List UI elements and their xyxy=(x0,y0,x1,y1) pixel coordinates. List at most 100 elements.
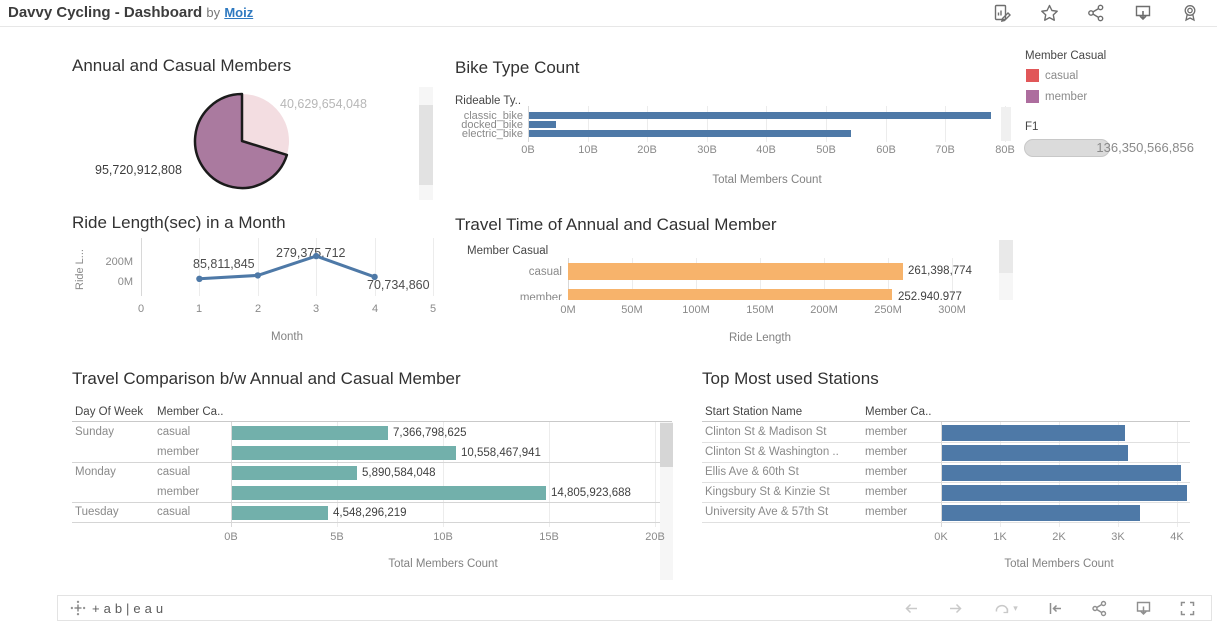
pie-slice-member[interactable] xyxy=(193,92,289,190)
download-icon[interactable] xyxy=(1132,2,1154,24)
redo-icon[interactable] xyxy=(945,598,965,618)
x-tick: 80B xyxy=(995,144,1015,156)
bar-station-2[interactable] xyxy=(942,445,1128,461)
bar-docked-bike[interactable] xyxy=(529,121,556,128)
station-label: University Ave & 57th St xyxy=(705,506,829,518)
travel-time-row-label: casual xyxy=(528,266,562,278)
legend-label-member[interactable]: member xyxy=(1045,91,1088,103)
member-type-label: casual xyxy=(157,506,191,518)
bar-monday-member[interactable] xyxy=(232,486,546,500)
author-link[interactable]: Moiz xyxy=(224,5,254,20)
line-point-month-3[interactable] xyxy=(313,252,320,260)
gridline xyxy=(707,106,708,142)
metrics-edit-icon[interactable] xyxy=(991,2,1013,24)
x-tick: 4K xyxy=(1170,531,1184,543)
comparison-axis-line xyxy=(231,422,232,527)
x-tick: 4 xyxy=(371,303,379,315)
bar-station-4[interactable] xyxy=(942,485,1187,501)
badge-icon[interactable] xyxy=(1179,2,1201,24)
share-icon[interactable] xyxy=(1089,598,1109,618)
x-tick: 20B xyxy=(637,144,657,156)
legend-label-casual[interactable]: casual xyxy=(1045,70,1079,82)
day-label: Tuesday xyxy=(75,506,119,518)
replay-icon[interactable]: ▾ xyxy=(989,598,1021,618)
comparison-col-header: Day Of Week xyxy=(75,406,144,418)
pie-panel-scrollbar[interactable] xyxy=(419,87,433,200)
bar-value: 10,558,467,941 xyxy=(461,447,541,459)
x-tick: 50M xyxy=(621,304,643,316)
comparison-scrollbar-thumb[interactable] xyxy=(660,423,673,467)
row-divider xyxy=(702,482,1190,483)
bike-plot-area xyxy=(528,106,1008,142)
line-point-month-4[interactable] xyxy=(371,273,378,281)
bar-station-3[interactable] xyxy=(942,465,1181,481)
line-point-month-2[interactable] xyxy=(254,272,261,279)
bar-travel-time-member[interactable] xyxy=(568,289,892,300)
replay-caret-icon[interactable]: ▾ xyxy=(1013,602,1018,613)
f1-range-slider[interactable]: 136,350,566,856 xyxy=(1024,139,1194,157)
gridline xyxy=(199,238,200,296)
bar-monday-casual[interactable] xyxy=(232,466,357,480)
bike-row-label: docked_bike xyxy=(461,119,523,131)
x-tick: 300M xyxy=(938,304,966,316)
line-point-month-1[interactable] xyxy=(196,275,203,282)
travel-time-panel-title: Travel Time of Annual and Casual Member xyxy=(455,215,777,234)
pie-panel-scrollbar-thumb[interactable] xyxy=(419,105,433,185)
share-icon[interactable] xyxy=(1085,2,1107,24)
x-tick: 10B xyxy=(433,531,453,543)
x-tick: 30B xyxy=(697,144,717,156)
bar-travel-time-casual[interactable] xyxy=(568,263,903,280)
legend-swatch-casual[interactable] xyxy=(1026,69,1039,82)
comparison-col-header: Member Ca.. xyxy=(157,406,224,418)
tableau-logo[interactable]: +ab|eau xyxy=(70,600,167,616)
gridline xyxy=(258,238,259,296)
y-tick: 0M xyxy=(117,276,133,288)
pie-slice-casual[interactable] xyxy=(242,94,290,155)
bar-tuesday-casual[interactable] xyxy=(232,506,329,520)
bike-panel-scrollbar[interactable] xyxy=(1001,107,1011,141)
x-tick: 0M xyxy=(560,304,576,316)
member-type-label: member xyxy=(865,506,908,518)
stations-col-header: Member Ca.. xyxy=(865,406,932,418)
x-tick: 1K xyxy=(993,531,1007,543)
x-tick: 10B xyxy=(578,144,598,156)
bike-axis-title: Total Members Count xyxy=(712,174,822,186)
favorite-star-icon[interactable] xyxy=(1038,2,1060,24)
bar-station-5[interactable] xyxy=(942,505,1140,521)
bike-axis-line xyxy=(528,106,529,142)
travel-time-scrollbar-thumb[interactable] xyxy=(999,240,1013,273)
bar-classic-bike[interactable] xyxy=(529,112,991,119)
legend-swatch-member[interactable] xyxy=(1026,90,1039,103)
revert-icon[interactable] xyxy=(1045,598,1065,618)
tableau-mark-icon xyxy=(70,600,86,616)
gridline xyxy=(647,106,648,142)
f1-range-slider-fill[interactable] xyxy=(1024,139,1110,157)
tableau-toolbar: +ab|eau ▾ xyxy=(57,595,1212,621)
travel-time-scrollbar[interactable] xyxy=(999,240,1013,300)
gridline xyxy=(433,238,434,296)
bar-station-1[interactable] xyxy=(942,425,1125,441)
stations-panel-title: Top Most used Stations xyxy=(702,369,879,388)
fullscreen-icon[interactable] xyxy=(1177,598,1197,618)
bar-electric-bike[interactable] xyxy=(529,130,851,137)
bike-row-label: classic_bike xyxy=(463,110,523,122)
bar-sunday-casual[interactable] xyxy=(232,426,389,440)
x-tick: 2 xyxy=(254,303,262,315)
ride-length-line[interactable] xyxy=(197,254,377,281)
bar-value: 261,398,774 xyxy=(908,265,972,277)
pie-label-casual: 40,629,654,048 xyxy=(280,97,367,111)
header-divider xyxy=(702,421,1190,422)
annual-casual-pie-chart[interactable] xyxy=(192,91,292,191)
bar-sunday-member[interactable] xyxy=(232,446,456,460)
ride-length-line-chart[interactable] xyxy=(141,238,433,296)
x-tick: 0B xyxy=(224,531,238,543)
comparison-scrollbar[interactable] xyxy=(660,422,673,580)
travel-time-row-label: member xyxy=(519,292,562,300)
member-type-label: member xyxy=(157,446,200,458)
undo-icon[interactable] xyxy=(901,598,921,618)
download-icon[interactable] xyxy=(1133,598,1153,618)
byline: by xyxy=(206,5,221,20)
x-tick: 50B xyxy=(816,144,836,156)
line-point-label: 279,375,712 xyxy=(276,246,346,260)
x-tick: 40B xyxy=(756,144,776,156)
